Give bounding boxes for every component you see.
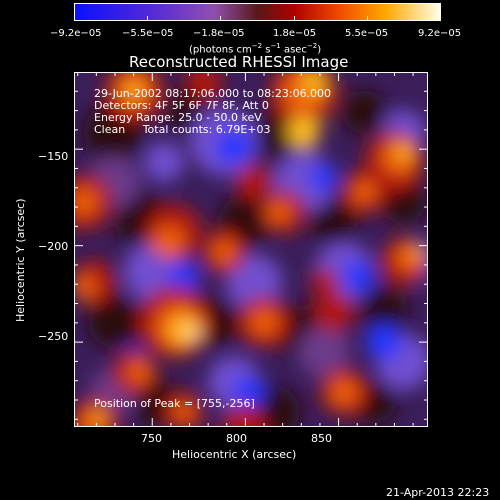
x-tick-label-800: 800 (226, 432, 247, 445)
heatmap-blob (396, 144, 412, 160)
heatmap-plot (74, 72, 428, 427)
heatmap-blob (233, 376, 265, 408)
y-tick-label-250: −250 (38, 330, 69, 343)
colorbar-tick-3: −1.8e−05 (193, 28, 245, 39)
heatmap-blob (222, 405, 266, 427)
heatmap-blob (168, 261, 200, 293)
heatmap-blob (74, 275, 96, 299)
peak-position-label: Position of Peak = [755,-256] (94, 397, 255, 410)
heatmap-blob (212, 240, 236, 264)
colorbar-tick-6: 9.2e−05 (418, 28, 462, 39)
heatmap-blob (186, 72, 222, 100)
colorbar-tick-2: −5.5e−05 (122, 28, 174, 39)
heatmap-blob (310, 163, 338, 191)
heatmap-blob (93, 411, 105, 423)
annotation-time-range: 29-Jun-2002 08:17:06.000 to 08:23:06.000 (94, 87, 332, 100)
heatmap-blob (288, 116, 320, 148)
heatmap-blob (366, 324, 402, 360)
heatmap-blob (342, 90, 386, 134)
colorbar (74, 3, 441, 21)
footer-date: 21-Apr-2013 22:23 (386, 486, 490, 499)
heatmap-blob (310, 198, 358, 246)
heatmap-blob (188, 328, 200, 340)
annotation-detectors: Detectors: 4F 5F 6F 7F 8F, Att 0 (94, 99, 269, 112)
heatmap-blob (216, 129, 252, 165)
heatmap-blob (88, 296, 140, 348)
heatmap-blob (153, 226, 185, 258)
colorbar-tick-5: 5.5e−05 (345, 28, 389, 39)
annotation-clean: Clean Total counts: 6.79E+03 (94, 123, 271, 136)
heatmap-blob (302, 72, 326, 94)
heatmap-blob (352, 180, 376, 204)
heatmap-blob (360, 288, 408, 336)
colorbar-tick-4: 1.8e−05 (273, 28, 317, 39)
colorbar-units: (photons cm−2 s−1 asec−2) (189, 42, 322, 56)
heatmap-blob (267, 200, 291, 224)
heatmap-blob (144, 142, 184, 182)
heatmap-blob (74, 188, 98, 216)
y-axis-label: Heliocentric Y (arcsec) (14, 198, 27, 322)
heatmap-blob (330, 378, 358, 406)
y-tick-label-200: −200 (38, 240, 69, 253)
heatmap-blob (298, 326, 350, 378)
heatmap-blob (314, 292, 354, 332)
annotation-energy: Energy Range: 25.0 - 50.0 keV (94, 111, 262, 124)
chart-title: Reconstructed RHESSI Image (129, 53, 349, 71)
heatmap-blob (127, 360, 151, 384)
x-axis-label: Heliocentric X (arcsec) (172, 448, 297, 461)
y-tick-label-150: −150 (38, 150, 69, 163)
heatmap-blob (174, 402, 194, 422)
x-tick-label-750: 750 (141, 432, 162, 445)
heatmap-blob (236, 164, 272, 200)
heatmap-blob (343, 261, 375, 293)
heatmap-blob (310, 268, 338, 296)
heatmap-blob (226, 254, 282, 310)
heatmap-blob (413, 246, 425, 258)
colorbar-tick-1: −9.2e−05 (50, 28, 102, 39)
heatmap-blob (126, 82, 142, 98)
heatmap-blob (250, 308, 278, 336)
x-tick-label-850: 850 (311, 432, 332, 445)
